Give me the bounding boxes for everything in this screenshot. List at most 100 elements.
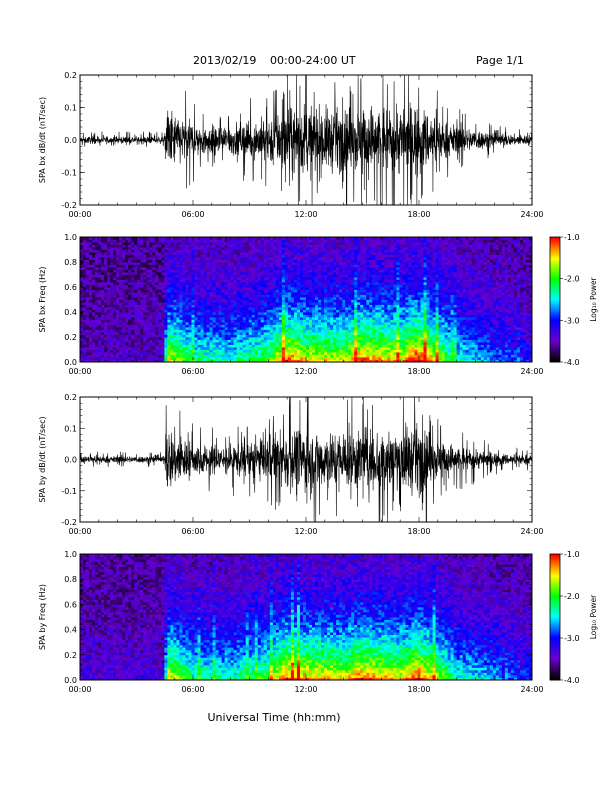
spectrogram-cell xyxy=(266,337,271,340)
spectrogram-cell xyxy=(155,267,159,270)
spectrogram-cell xyxy=(369,317,373,320)
spectrogram-cell xyxy=(369,354,373,358)
spectrogram-cell xyxy=(327,289,331,293)
spectrogram-cell xyxy=(266,269,271,273)
spectrogram-cell xyxy=(161,349,165,353)
spectrogram-cell xyxy=(107,344,111,348)
spectrogram-cell xyxy=(101,317,105,320)
spectrogram-cell xyxy=(287,279,292,283)
spectrogram-cell xyxy=(95,277,99,280)
spectrogram-cell xyxy=(173,317,177,320)
spectrogram-cell xyxy=(158,314,162,318)
spectrogram-cell xyxy=(333,307,337,310)
spectrogram-cell xyxy=(149,254,153,258)
spectrogram-cell xyxy=(251,267,256,270)
spectrogram-cell xyxy=(327,272,331,275)
spectrogram-cell xyxy=(302,247,307,250)
spectrogram-cell xyxy=(309,312,313,315)
spectrogram-cell xyxy=(149,292,153,295)
spectrogram-cell xyxy=(315,312,319,315)
spectrogram-cell xyxy=(155,242,159,245)
spectrogram-cell xyxy=(327,359,331,363)
spectrogram-cell xyxy=(348,342,352,345)
spectrogram-cell xyxy=(281,332,286,335)
spectrogram-cell xyxy=(119,347,123,350)
spectrogram-cell xyxy=(203,314,207,318)
spectrogram-cell xyxy=(345,302,349,305)
spectrogram-cell xyxy=(143,347,147,350)
spectrogram-cell xyxy=(86,352,90,355)
spectrogram-cell xyxy=(302,327,307,330)
spectrogram-cell xyxy=(110,337,114,340)
spectrogram-cell xyxy=(254,359,259,363)
spectrogram-cell xyxy=(194,342,198,345)
spectrogram-cell xyxy=(296,267,301,270)
spectrogram-cell xyxy=(318,324,322,328)
spectrogram-cell xyxy=(146,279,150,283)
y-tick-label: 0.1 xyxy=(64,104,77,113)
spectrogram-cell xyxy=(233,354,238,358)
spectrogram-cell xyxy=(137,324,141,328)
spectrogram-cell xyxy=(170,342,174,345)
spectrogram-cell xyxy=(236,252,241,255)
spectrogram-cell xyxy=(197,314,201,318)
spectrogram-cell xyxy=(321,289,325,293)
spectrogram-cell xyxy=(266,357,271,360)
spectrogram-cell xyxy=(239,317,244,320)
spectrogram-cell xyxy=(336,289,340,293)
spectrogram-cell xyxy=(315,284,319,288)
spectrogram-cell xyxy=(167,237,171,240)
spectrogram-cell xyxy=(98,252,102,255)
spectrogram-cell xyxy=(284,359,289,363)
spectrogram-cell xyxy=(260,354,265,358)
spectrogram-cell xyxy=(161,282,165,285)
spectrogram-cell xyxy=(149,242,153,245)
spectrogram-cell xyxy=(221,247,226,250)
spectrogram-cell xyxy=(155,244,159,248)
spectrogram-cell xyxy=(104,347,108,350)
spectrogram-cell xyxy=(321,307,325,310)
spectrogram-cell xyxy=(242,339,247,343)
spectrogram-cell xyxy=(339,307,343,310)
spectrogram-cell xyxy=(351,262,355,265)
spectrogram-cell xyxy=(227,242,232,245)
spectrogram-cell xyxy=(104,252,108,255)
spectrogram-cell xyxy=(354,307,358,310)
spectrogram-cell xyxy=(284,354,289,358)
spectrogram-cell xyxy=(101,332,105,335)
spectrogram-cell xyxy=(360,352,364,355)
spectrogram-cell xyxy=(125,262,129,265)
spectrogram-cell xyxy=(146,347,150,350)
spectrogram-cell xyxy=(351,332,355,335)
spectrogram-cell xyxy=(330,237,334,240)
spectrogram-cell xyxy=(224,354,229,358)
spectrogram-cell xyxy=(134,249,138,253)
spectrogram-cell xyxy=(146,339,150,343)
spectrogram-cell xyxy=(203,252,207,255)
spectrogram-cell xyxy=(98,339,102,343)
spectrogram-cell xyxy=(143,267,147,270)
spectrogram-cell xyxy=(309,334,313,338)
spectrogram-cell xyxy=(233,352,238,355)
spectrogram-cell xyxy=(299,302,304,305)
spectrogram-cell xyxy=(206,237,210,240)
spectrogram-cell xyxy=(348,262,352,265)
spectrogram-cell xyxy=(203,349,207,353)
spectrogram-cell xyxy=(107,289,111,293)
spectrogram-cell xyxy=(107,302,111,305)
spectrogram-cell xyxy=(363,317,367,320)
spectrogram-cell xyxy=(215,259,220,263)
spectrogram-cell xyxy=(101,319,105,323)
spectrogram-cell xyxy=(131,304,135,308)
spectrogram-cell xyxy=(251,284,256,288)
spectrogram-cell xyxy=(357,334,361,338)
spectrogram-cell xyxy=(284,277,289,280)
spectrogram-cell xyxy=(92,354,96,358)
spectrogram-cell xyxy=(369,344,373,348)
spectrogram-cell xyxy=(110,344,114,348)
spectrogram-cell xyxy=(236,294,241,298)
spectrogram-cell xyxy=(95,237,99,240)
spectrogram-cell xyxy=(327,242,331,245)
spectrogram-cell xyxy=(333,254,337,258)
spectrogram-cell xyxy=(302,259,307,263)
